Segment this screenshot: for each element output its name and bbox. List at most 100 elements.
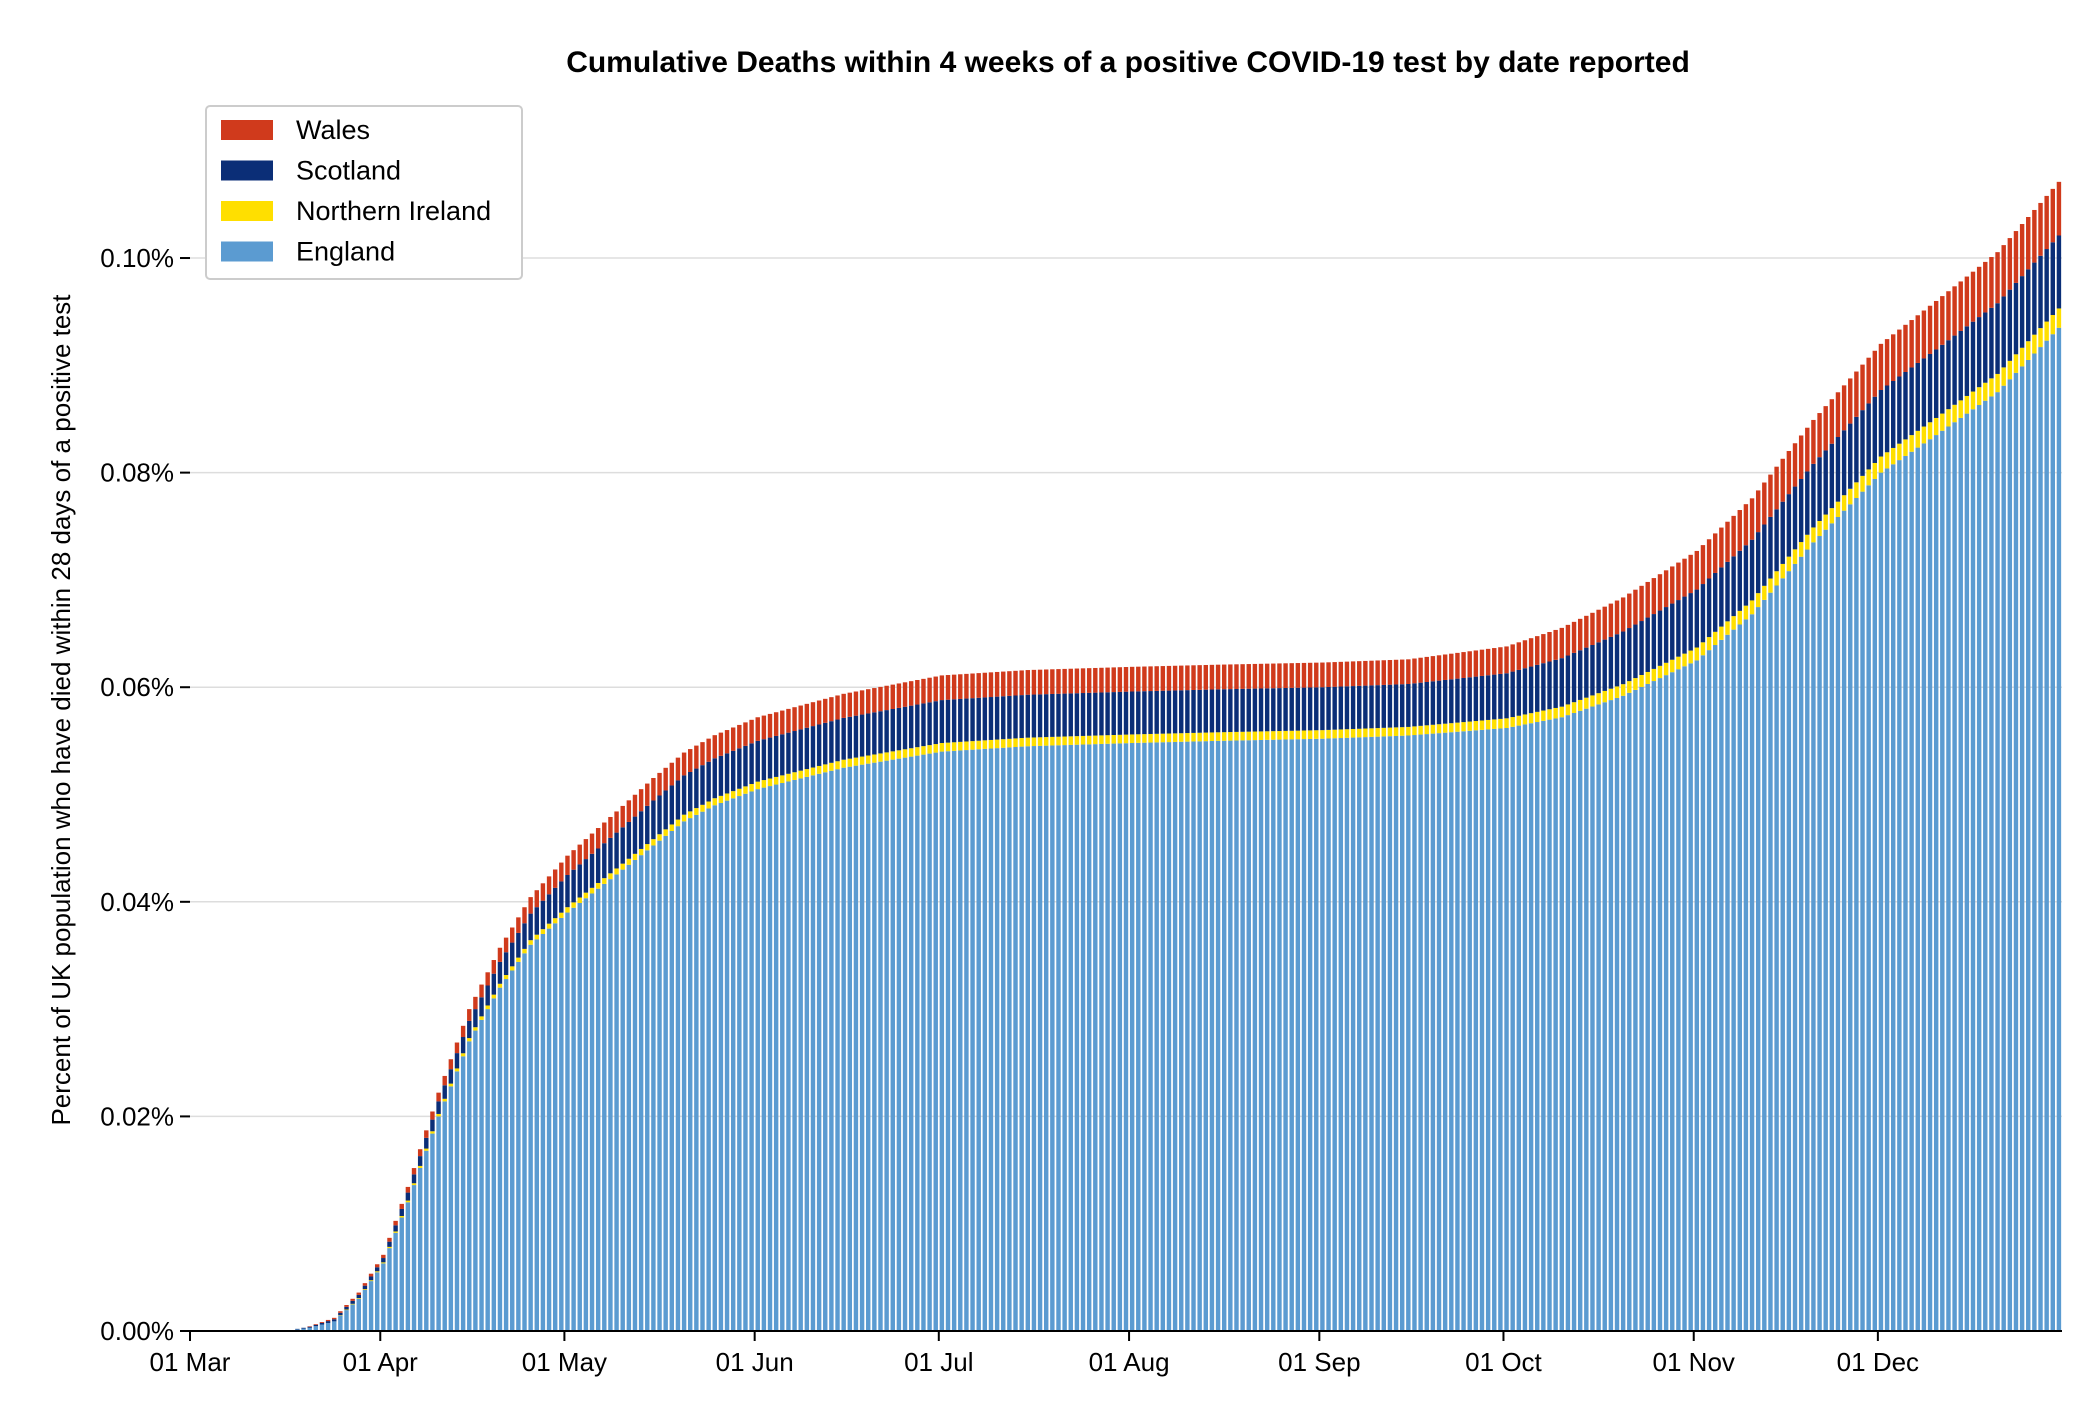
bar-segment-northern-ireland [368,1280,374,1282]
bar-segment-england [516,961,521,1331]
bar-segment-wales [1203,664,1208,690]
bar-segment-wales [1221,664,1227,690]
bar-segment-northern-ireland [1645,671,1650,684]
bar-segment-wales [1387,660,1393,685]
bar-segment-wales [1774,466,1779,510]
bar-segment-wales [1878,343,1884,390]
bar-segment-wales [737,724,742,749]
bar-segment-wales [1399,659,1405,685]
bar-segment-england [467,1041,472,1331]
bar-segment-northern-ireland [921,746,926,755]
bar-segment-scotland [1927,353,1933,423]
bar-segment-england [1577,710,1583,1331]
bar-segment-northern-ireland [1983,382,1988,401]
bar-segment-scotland [516,932,521,958]
bar-segment-northern-ireland [847,758,853,767]
bar-segment-northern-ireland [1050,736,1055,746]
bar-segment-wales [1363,660,1368,686]
bar-segment-scotland [589,853,595,888]
bar-segment-wales [657,772,662,796]
bar-segment-scotland [866,713,871,756]
bar-segment-scotland [2026,269,2031,342]
bar-segment-northern-ireland [399,1216,404,1218]
x-tick-label: 01 May [522,1347,607,1377]
bar-segment-wales [1921,310,1927,359]
bar-segment-england [1105,743,1110,1331]
bar-segment-england [1044,745,1049,1331]
bar-segment-england [841,767,846,1331]
bar-segment-northern-ireland [1755,593,1761,608]
bar-segment-northern-ireland [884,752,889,761]
bar-segment-scotland [1013,695,1018,739]
bar-segment-england [319,1324,325,1331]
bar-segment-northern-ireland [1424,725,1429,735]
bar-segment-england [890,759,895,1331]
bar-segment-england [1129,743,1135,1331]
bar-segment-england [1731,629,1736,1331]
bar-segment-northern-ireland [724,793,730,801]
bar-segment-wales [749,719,754,744]
bar-segment-scotland [638,811,644,849]
bar-segment-wales [460,1025,466,1038]
bar-segment-england [1271,739,1276,1331]
bar-segment-england [1430,733,1436,1331]
bar-segment-scotland [571,869,576,903]
bar-segment-scotland [344,1306,349,1310]
bar-segment-england [1424,734,1429,1331]
bar-segment-england [1154,742,1159,1331]
bar-segment-wales [1602,606,1607,640]
bar-segment-england [1762,599,1767,1331]
bar-segment-england [1614,697,1620,1331]
bar-segment-england [1535,722,1540,1331]
bar-segment-wales [448,1059,454,1070]
bar-segment-wales [1976,266,1982,318]
bar-segment-england [1927,439,1933,1331]
bar-segment-wales [1393,659,1399,685]
bar-segment-wales [1332,662,1337,687]
bar-segment-england [1504,727,1509,1331]
bar-segment-wales [1553,629,1558,660]
bar-segment-scotland [724,753,730,794]
bar-segment-northern-ireland [1651,668,1657,682]
bar-segment-northern-ireland [485,1005,490,1010]
bar-segment-wales [718,732,724,756]
bar-segment-northern-ireland [430,1131,435,1134]
bar-segment-northern-ireland [1086,735,1092,745]
bar-segment-wales [1651,578,1657,615]
bar-segment-england [730,798,736,1331]
bar-segment-wales [1295,663,1301,688]
bar-segment-northern-ireland [767,778,773,787]
bar-segment-northern-ireland [896,750,902,759]
bar-segment-england [1056,745,1061,1331]
bar-segment-northern-ireland [829,762,834,771]
bar-segment-scotland [1571,652,1577,703]
bar-segment-northern-ireland [890,751,895,760]
bar-segment-scotland [1755,532,1761,594]
bar-segment-northern-ireland [344,1309,349,1311]
bar-segment-wales [1136,666,1141,692]
bar-segment-england [1528,723,1534,1331]
bar-segment-northern-ireland [1848,488,1853,505]
bar-segment-wales [1461,652,1466,678]
bar-segment-scotland [933,701,938,745]
bar-segment-england [1393,735,1399,1331]
bar-segment-wales [1897,329,1902,377]
bar-segment-england [2007,379,2013,1331]
bar-segment-scotland [307,1326,312,1328]
bar-segment-england [1817,536,1822,1331]
bar-segment-northern-ireland [374,1271,380,1273]
bar-segment-scotland [479,997,484,1017]
bar-segment-scotland [1620,631,1626,685]
bar-segment-wales [1762,482,1767,525]
bar-segment-england [1995,392,2000,1331]
bar-segment-scotland [1074,693,1080,737]
bar-segment-wales [1215,664,1221,690]
bar-segment-england [1363,737,1368,1331]
bar-segment-england [460,1056,466,1331]
bar-segment-northern-ireland [2038,328,2043,348]
bar-segment-wales [1111,667,1116,693]
bar-segment-northern-ireland [2032,334,2037,354]
bar-segment-england [902,757,908,1331]
bar-segment-northern-ireland [1774,571,1779,586]
